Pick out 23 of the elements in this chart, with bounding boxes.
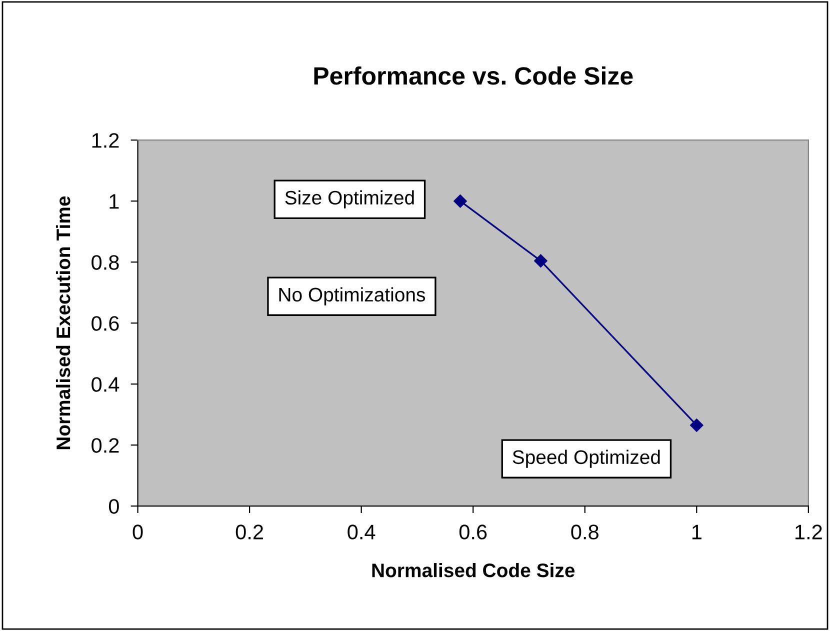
x-tick-label: 0.2 — [236, 524, 263, 540]
x-axis-title: Normalised Code Size — [372, 562, 575, 578]
y-tick-label: 0.4 — [92, 377, 120, 392]
y-tick-label: 0.2 — [92, 438, 119, 453]
y-tick-label: 0 — [108, 499, 119, 514]
x-tick-label: 1.2 — [796, 524, 822, 540]
x-tick-label: 0.4 — [348, 524, 376, 540]
annotation: No Optimizations — [279, 287, 426, 306]
x-tick-label: 0 — [132, 524, 143, 540]
y-tick-label: 1 — [110, 194, 119, 209]
point — [690, 418, 704, 432]
y-tick-label: 1.2 — [92, 133, 119, 148]
annotation: Size Optimized — [285, 190, 414, 208]
annotation: Speed Optimized — [512, 450, 660, 468]
y-tick-label: 0.8 — [92, 255, 119, 270]
x-tick-label: 1 — [692, 524, 702, 540]
chart-title: Performance vs. Code Size — [314, 66, 633, 85]
point — [534, 254, 548, 268]
y-tick-label: 0.6 — [92, 316, 119, 331]
x-tick-label: 0.8 — [571, 524, 598, 540]
x-tick-label: 0.6 — [459, 524, 487, 540]
y-axis-title: Normalised Execution Time — [56, 196, 70, 450]
point — [454, 194, 467, 208]
